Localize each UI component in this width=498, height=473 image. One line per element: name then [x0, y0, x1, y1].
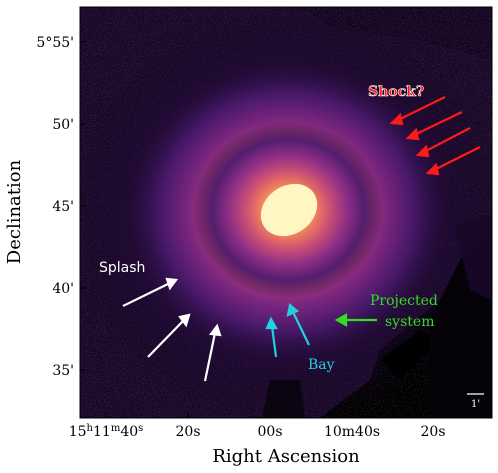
y-axis-label: Declination: [4, 159, 25, 264]
shock-arrows: [389, 96, 481, 176]
splash-annotation: Splash: [99, 260, 222, 382]
bay-arrows: [265, 302, 310, 358]
y-tick-label: 35': [52, 363, 74, 379]
bay-label: Bay: [308, 357, 335, 373]
x-tick-label: 20s: [176, 424, 201, 440]
y-tick-label: 5°55': [36, 35, 74, 51]
bay-annotation: Bay: [265, 302, 335, 373]
y-tick-label: 45': [52, 199, 74, 215]
scale-bar-label: 1': [471, 399, 480, 410]
x-tick-label: 20s: [421, 424, 446, 440]
splash-arrows: [122, 277, 222, 382]
shock-label: Shock?: [368, 84, 424, 100]
image-panel: [80, 7, 492, 418]
x-axis-label: Right Ascension: [212, 446, 360, 467]
y-tick-labels: 5°55' 50' 45' 40' 35': [36, 35, 74, 379]
plot-frame: [79, 6, 493, 419]
y-tick-label: 50': [52, 117, 74, 133]
x-tick-label: 00s: [258, 424, 283, 440]
tick-marks: [80, 41, 434, 418]
x-tick-label: 15h11m40s: [69, 423, 144, 441]
x-tick-label: 10m40s: [324, 424, 380, 440]
shock-annotation: Shock?: [368, 84, 481, 176]
projected-label-line1: Projected: [370, 293, 438, 309]
y-tick-label: 40': [52, 281, 74, 297]
scale-bar: 1': [467, 393, 484, 410]
projected-label-line2: system: [385, 314, 434, 330]
x-tick-labels: 15h11m40s 20s 00s 10m40s 20s: [69, 423, 446, 441]
projected-annotation: Projected system: [334, 293, 438, 330]
projected-arrow: [334, 313, 377, 327]
splash-label: Splash: [99, 260, 145, 276]
